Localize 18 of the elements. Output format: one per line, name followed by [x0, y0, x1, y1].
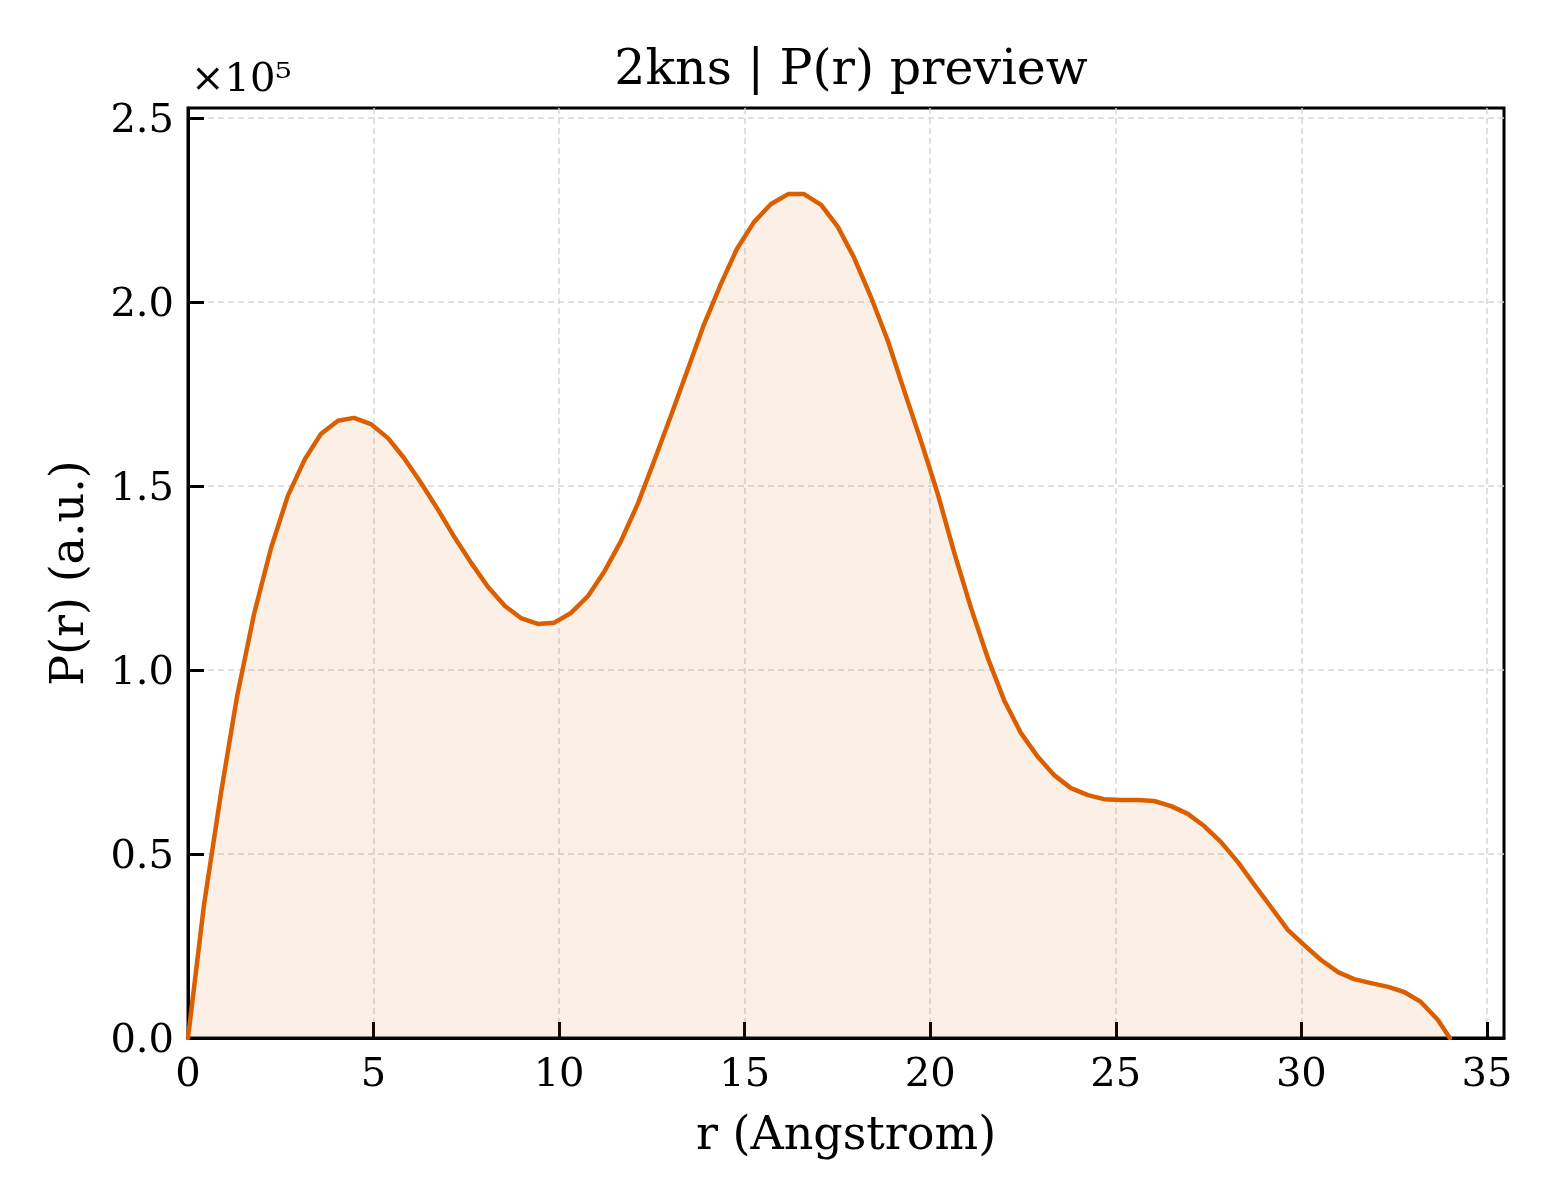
x-tick-label: 15 [719, 1049, 771, 1095]
chart-title: 2kns | P(r) preview [614, 39, 1088, 96]
text: ×10⁵ [191, 54, 292, 100]
x-tick-label: 35 [1461, 1049, 1513, 1095]
x-tick-label: 30 [1275, 1049, 1327, 1095]
y-axis-title: P(r) (a.u.) [40, 460, 94, 686]
y-tick-label: 0.5 [110, 830, 174, 877]
y-tick-label: 2.5 [110, 94, 174, 141]
x-tick-label: 10 [533, 1049, 585, 1095]
x-axis-title: r (Angstrom) [695, 1106, 997, 1160]
y-tick-label: 1.5 [110, 462, 174, 509]
x-tick-label: 20 [904, 1049, 956, 1095]
y-tick-label: 1.0 [110, 646, 174, 693]
y-tick-label: 2.0 [110, 278, 174, 325]
x-tick-label: 25 [1090, 1049, 1142, 1095]
y-tick-label: 0.0 [110, 1015, 174, 1061]
x-tick-label: 5 [360, 1049, 387, 1095]
x-tick-label: 0 [175, 1049, 201, 1095]
